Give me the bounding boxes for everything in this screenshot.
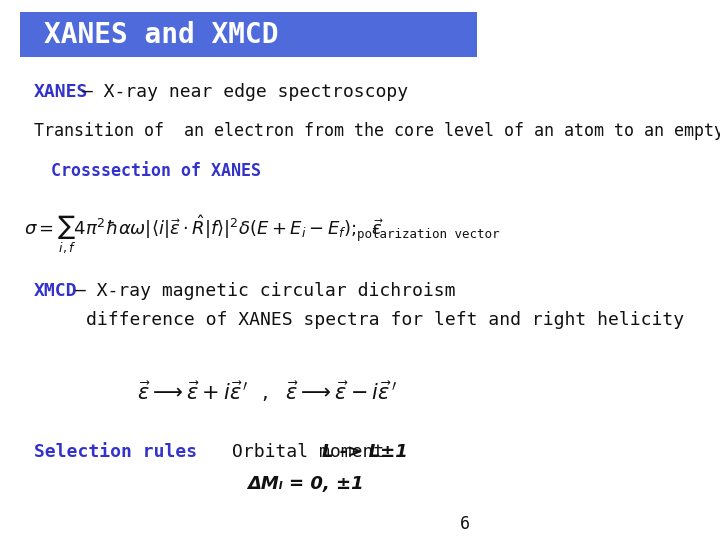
Text: Crosssection of XANES: Crosssection of XANES	[51, 162, 261, 180]
Text: L -> L±1: L -> L±1	[323, 443, 408, 461]
Text: Selection rules: Selection rules	[35, 443, 197, 461]
Text: difference of XANES spectra for left and right helicity: difference of XANES spectra for left and…	[86, 310, 684, 329]
Text: polarization vector: polarization vector	[357, 228, 500, 241]
Text: – X-ray magnetic circular dichroism: – X-ray magnetic circular dichroism	[64, 281, 455, 300]
Text: 6: 6	[459, 515, 469, 533]
Text: $\sigma = \sum_{i,f} 4\pi^2 \hbar\alpha\omega |\langle i|\vec{\varepsilon}\cdot\: $\sigma = \sum_{i,f} 4\pi^2 \hbar\alpha\…	[24, 214, 384, 256]
Text: XMCD: XMCD	[35, 281, 78, 300]
Text: Orbital moment: Orbital moment	[145, 443, 406, 461]
Text: XANES and XMCD: XANES and XMCD	[44, 21, 279, 49]
Text: Transition of  an electron from the core level of an atom to an empty state: Transition of an electron from the core …	[35, 122, 720, 140]
Text: XANES: XANES	[35, 83, 89, 101]
Text: $\vec{\varepsilon} \longrightarrow \vec{\varepsilon} + i\vec{\varepsilon}^{\,\pr: $\vec{\varepsilon} \longrightarrow \vec{…	[137, 379, 397, 404]
FancyBboxPatch shape	[19, 12, 477, 57]
Text: – X-ray near edge spectroscopy: – X-ray near edge spectroscopy	[71, 83, 408, 101]
Text: ΔMₗ = 0, ±1: ΔMₗ = 0, ±1	[247, 475, 364, 494]
